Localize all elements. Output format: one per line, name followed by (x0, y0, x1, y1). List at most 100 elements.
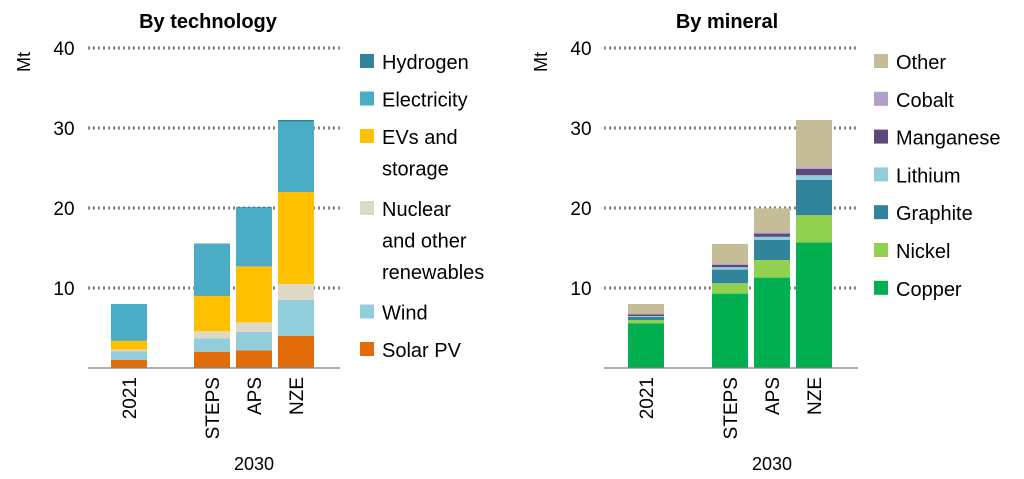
bar-segment-copper-steps (712, 293, 748, 368)
y-tick-label: 30 (53, 119, 74, 140)
legend-swatch-hydrogen (360, 54, 374, 68)
x-tick-label: APS (245, 377, 266, 415)
legend-label: Hydrogen (382, 52, 469, 74)
x-tick-label: 2021 (120, 377, 141, 419)
bar-segment-hydrogen-nze (278, 120, 314, 122)
bar-segment-lithium-nze (796, 175, 832, 180)
bar-segment-graphite-aps (754, 240, 790, 260)
bar-segment-lithium-steps (712, 267, 748, 270)
bar-segment-nuclear-and-other-renewables-steps (194, 331, 230, 339)
bar-segment-evs-and-storage-steps (194, 296, 230, 332)
bar-segment-wind-steps (194, 338, 230, 352)
legend-label: Nickel (896, 241, 950, 263)
bar-segment-nickel-aps (754, 260, 790, 278)
bar-segment-electricity-steps (194, 244, 230, 296)
legend-swatch-nickel (874, 243, 888, 257)
y-tick-label: 10 (570, 279, 591, 300)
y-tick-label: 10 (53, 279, 74, 300)
legend-label: EVs and (382, 127, 458, 149)
legend-label: Manganese (896, 128, 1001, 150)
legend: Other Cobalt Manganese Lithium Graphite Nicke… (874, 52, 1001, 301)
legend-label: Graphite (896, 203, 973, 225)
bar-segment-evs-and-storage-aps (236, 266, 272, 323)
y-axis-label: Mt (531, 52, 551, 72)
legend: Hydrogen Electricity EVs and storage Nuclear… (360, 52, 484, 362)
legend-swatch-electricity (360, 91, 374, 106)
legend-label: Cobalt (896, 90, 954, 112)
x-group-label: 2030 (234, 454, 274, 474)
bars (111, 120, 314, 368)
bar-segment-electricity-aps (236, 208, 272, 267)
legend-label: Other (896, 52, 946, 74)
chart-title: By mineral (676, 11, 778, 33)
bar-segment-other-aps (754, 208, 790, 233)
y-tick-label: 40 (570, 39, 591, 60)
bar-segment-manganese-aps (754, 233, 790, 237)
bar-segment-graphite-nze (796, 180, 832, 216)
bar-segment-manganese-2021 (628, 314, 664, 316)
bar-segment-other-nze (796, 120, 832, 168)
x-tick-label: STEPS (721, 377, 742, 439)
bar-segment-cobalt-steps (712, 264, 748, 265)
bar-segment-solar-pv-steps (194, 352, 230, 368)
bar-segment-lithium-2021 (628, 316, 664, 317)
legend-label: and other (382, 231, 467, 253)
legend-swatch-cobalt (874, 91, 888, 106)
legend-label: storage (382, 159, 449, 181)
x-tick-label: APS (763, 377, 784, 415)
y-tick-label: 20 (53, 199, 74, 220)
legend-label: Copper (896, 279, 962, 301)
legend-swatch-nuclear-and-other-renewables (360, 201, 374, 215)
bar-segment-electricity-2021 (111, 304, 147, 341)
chart-title: By technology (139, 11, 278, 33)
bar-segment-copper-nze (796, 242, 832, 368)
bar-segment-nickel-nze (796, 215, 832, 243)
bar-segment-graphite-steps (712, 269, 748, 284)
bar-segment-solar-pv-aps (236, 350, 272, 368)
bar-segment-manganese-steps (712, 264, 748, 268)
bar-segment-solar-pv-2021 (111, 360, 147, 368)
legend-swatch-solar-pv (360, 342, 374, 356)
bar-segment-other-2021 (628, 304, 664, 314)
x-tick-label: NZE (287, 377, 308, 415)
bar-segment-wind-nze (278, 300, 314, 336)
y-tick-labels: 10 20 30 40 (570, 39, 591, 300)
y-tick-labels: 10 20 30 40 (53, 39, 74, 300)
bar-segment-nickel-steps (712, 283, 748, 294)
bar-segment-manganese-nze (796, 168, 832, 176)
legend-label: renewables (382, 262, 484, 284)
x-group-label: 2030 (752, 454, 792, 474)
bar-segment-wind-aps (236, 332, 272, 351)
bar-segment-nuclear-and-other-renewables-nze (278, 284, 314, 300)
y-tick-label: 30 (570, 119, 591, 140)
bar-segment-nuclear-and-other-renewables-2021 (111, 349, 147, 352)
bars (628, 120, 832, 368)
bar-segment-lithium-aps (754, 236, 790, 240)
x-tick-label: 2021 (637, 377, 658, 419)
legend-swatch-manganese (874, 129, 888, 144)
legend-label: Wind (382, 303, 428, 325)
y-tick-label: 20 (570, 199, 591, 220)
legend-label: Electricity (382, 90, 468, 112)
bar-segment-nuclear-and-other-renewables-aps (236, 322, 272, 332)
legend-label: Solar PV (382, 340, 462, 362)
legend-swatch-copper (874, 280, 888, 295)
y-tick-label: 40 (53, 39, 74, 60)
legend-label: Nuclear (382, 199, 451, 221)
legend-swatch-evs-and-storage (360, 129, 374, 143)
bar-segment-electricity-nze (278, 121, 314, 192)
bar-segment-evs-and-storage-2021 (111, 340, 147, 350)
y-axis-label: Mt (14, 52, 34, 72)
x-tick-labels: 2021 STEPS APS NZE (120, 377, 308, 439)
bar-segment-copper-2021 (628, 323, 664, 368)
bar-segment-cobalt-aps (754, 232, 790, 234)
legend-swatch-wind (360, 304, 374, 319)
legend-swatch-graphite (874, 205, 888, 220)
bar-segment-copper-aps (754, 277, 790, 368)
x-tick-label: NZE (805, 377, 826, 415)
bar-segment-cobalt-nze (796, 167, 832, 169)
bar-segment-hydrogen-aps (236, 207, 272, 208)
legend-swatch-other (874, 54, 888, 68)
